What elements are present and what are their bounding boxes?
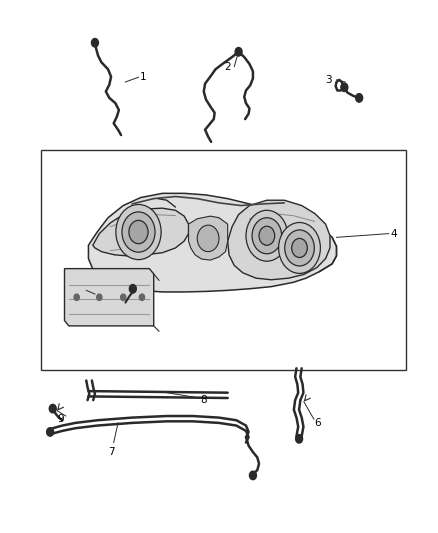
Circle shape (279, 222, 321, 273)
Bar (41, 150, 406, 370)
Circle shape (97, 294, 102, 301)
Circle shape (129, 220, 148, 244)
Polygon shape (93, 208, 188, 256)
Circle shape (122, 212, 155, 252)
Circle shape (74, 294, 79, 301)
Text: 1: 1 (140, 72, 146, 82)
Text: 7: 7 (108, 447, 114, 457)
Circle shape (296, 434, 303, 443)
Circle shape (129, 285, 136, 293)
Circle shape (252, 217, 282, 254)
Circle shape (47, 427, 53, 436)
Circle shape (246, 211, 288, 261)
Polygon shape (88, 193, 336, 292)
Circle shape (235, 47, 242, 56)
Circle shape (92, 38, 99, 47)
Circle shape (49, 405, 56, 413)
Text: 4: 4 (391, 229, 398, 239)
Circle shape (356, 94, 363, 102)
Text: 3: 3 (325, 75, 332, 85)
Circle shape (259, 226, 275, 245)
Circle shape (120, 294, 126, 301)
Polygon shape (64, 269, 154, 326)
Circle shape (250, 471, 256, 480)
Text: 8: 8 (201, 395, 207, 405)
Text: 2: 2 (225, 62, 231, 71)
Circle shape (341, 83, 348, 92)
Polygon shape (188, 216, 228, 260)
Circle shape (197, 225, 219, 252)
Polygon shape (228, 200, 330, 280)
Text: 6: 6 (315, 418, 321, 428)
Circle shape (139, 294, 145, 301)
Circle shape (285, 230, 314, 266)
Circle shape (292, 238, 307, 257)
Circle shape (116, 205, 161, 260)
Text: 5: 5 (74, 284, 81, 294)
Text: 9: 9 (58, 414, 64, 424)
